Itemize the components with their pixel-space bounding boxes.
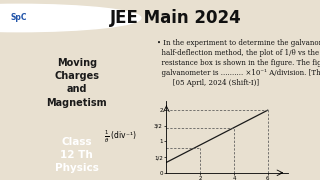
Text: $\frac{1}{\theta}$ (div⁻¹): $\frac{1}{\theta}$ (div⁻¹) [104, 129, 137, 145]
Circle shape [0, 4, 141, 32]
Text: JEE Main 2024: JEE Main 2024 [110, 9, 242, 27]
Text: Moving
Charges
and
Magnetism: Moving Charges and Magnetism [46, 58, 107, 108]
Text: SpC: SpC [11, 14, 28, 22]
Text: Class
12 Th
Physics: Class 12 Th Physics [55, 137, 99, 173]
Text: • In the experiment to determine the galvanometer resistance by
  half-deflectio: • In the experiment to determine the gal… [157, 39, 320, 87]
